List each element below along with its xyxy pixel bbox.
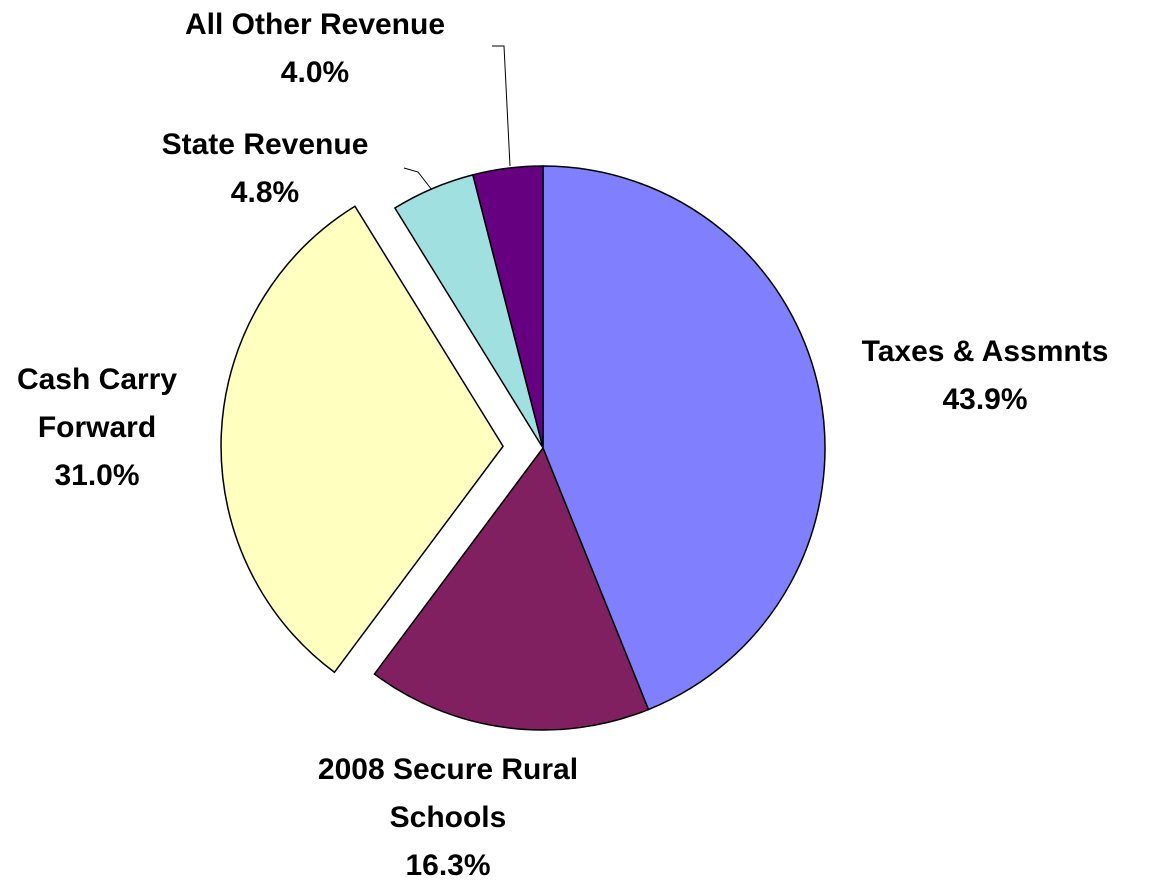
value-label: 4.8%	[230, 176, 300, 209]
category-label: Taxes & Assmnts	[861, 335, 1109, 368]
pie-slice	[471, 165, 544, 449]
pie-slice	[220, 205, 504, 674]
category-label: State Revenue	[161, 128, 369, 161]
value-label: 4.0%	[280, 56, 350, 89]
value-label: 31.0%	[54, 459, 140, 492]
pie-slice	[373, 446, 650, 731]
leader-line	[492, 45, 511, 167]
category-label: 2008 Secure Rural Schools	[317, 753, 579, 834]
leader-line	[403, 167, 433, 191]
slice-label: State Revenue 4.8%	[105, 121, 425, 217]
value-label: 16.3%	[405, 849, 491, 882]
slice-label: 2008 Secure Rural Schools 16.3%	[268, 746, 628, 890]
slice-label: All Other Revenue 4.0%	[115, 1, 515, 97]
category-label: Cash Carry Forward	[16, 363, 178, 444]
category-label: All Other Revenue	[184, 8, 446, 41]
slice-label: Taxes & Assmnts 43.9%	[815, 328, 1149, 424]
value-label: 43.9%	[942, 383, 1028, 416]
pie-slice	[542, 165, 826, 711]
slice-label: Cash Carry Forward 31.0%	[0, 356, 197, 500]
